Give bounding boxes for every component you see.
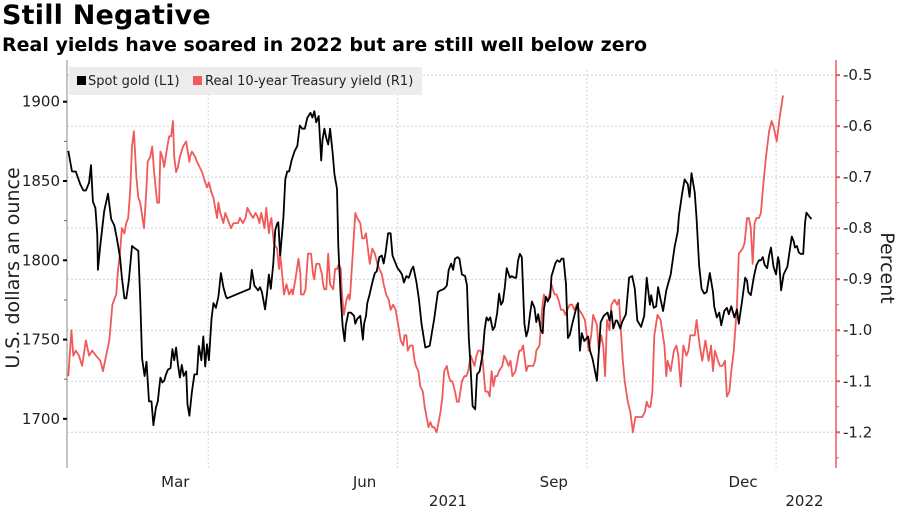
legend-label-yield: Real 10-year Treasury yield (R1) (205, 74, 413, 89)
series (67, 95, 813, 434)
right-axis-tick-label: -0.6 (843, 117, 872, 135)
left-axis-tick-label: 1850 (22, 172, 60, 190)
legend-background (69, 67, 422, 95)
gold-price-line (67, 110, 813, 427)
x-tick-label: Jun (352, 473, 376, 491)
right-axis-tick-label: -1.1 (843, 372, 872, 390)
real-yield-line (67, 95, 784, 434)
x-tick-label: Dec (729, 473, 758, 491)
x-year-label: 2021 (429, 492, 467, 510)
left-axis-tick-label: 1800 (22, 251, 60, 269)
right-axis-tick-label: -0.8 (843, 219, 872, 237)
gridlines (67, 70, 836, 468)
left-axis-tick-label: 1900 (22, 93, 60, 111)
right-axis-tick-label: -1.2 (843, 423, 872, 441)
right-axis-tick-label: -0.7 (843, 168, 872, 186)
x-year-label: 2022 (785, 492, 823, 510)
left-axis-label: U.S. dollars an ounce (2, 167, 24, 368)
right-axis-tick-label: -1.0 (843, 321, 872, 339)
x-tick-label: Sep (540, 473, 568, 491)
legend-swatch-gold (77, 76, 86, 85)
right-axis-label: Percent (876, 232, 898, 304)
left-axis-tick-label: 1700 (22, 410, 60, 428)
axes: 1700 1750 1800 1850 1900 -0.5 -0.6 -0.7 -0.8 -0.9… (22, 60, 872, 510)
x-tick-label: Mar (161, 473, 190, 491)
left-axis-tick-label: 1750 (22, 331, 60, 349)
legend-label-gold: Spot gold (L1) (88, 74, 180, 89)
legend-swatch-yield (193, 76, 202, 85)
legend: Spot gold (L1) Real 10-year Treasury yie… (69, 67, 422, 95)
right-axis-tick-label: -0.9 (843, 270, 872, 288)
right-axis-tick-label: -0.5 (843, 66, 872, 84)
chart-title: Still Negative (2, 0, 211, 31)
chart-subtitle: Real yields have soared in 2022 but are … (2, 34, 648, 56)
